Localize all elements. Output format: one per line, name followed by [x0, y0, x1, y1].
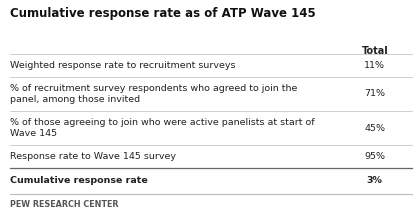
Text: Weighted response rate to recruitment surveys: Weighted response rate to recruitment su…: [10, 61, 235, 70]
Text: 45%: 45%: [364, 124, 385, 133]
Text: % of recruitment survey respondents who agreed to join the
panel, among those in: % of recruitment survey respondents who …: [10, 84, 297, 104]
Text: Cumulative response rate: Cumulative response rate: [10, 176, 147, 185]
Text: 95%: 95%: [364, 152, 385, 161]
Text: PEW RESEARCH CENTER: PEW RESEARCH CENTER: [10, 200, 118, 209]
Text: 71%: 71%: [364, 89, 385, 98]
Text: Response rate to Wave 145 survey: Response rate to Wave 145 survey: [10, 152, 176, 161]
Text: 11%: 11%: [364, 61, 385, 70]
Text: % of those agreeing to join who were active panelists at start of
Wave 145: % of those agreeing to join who were act…: [10, 118, 314, 138]
Text: Cumulative response rate as of ATP Wave 145: Cumulative response rate as of ATP Wave …: [10, 7, 315, 20]
Text: Total: Total: [362, 46, 388, 56]
Text: 3%: 3%: [367, 176, 383, 185]
